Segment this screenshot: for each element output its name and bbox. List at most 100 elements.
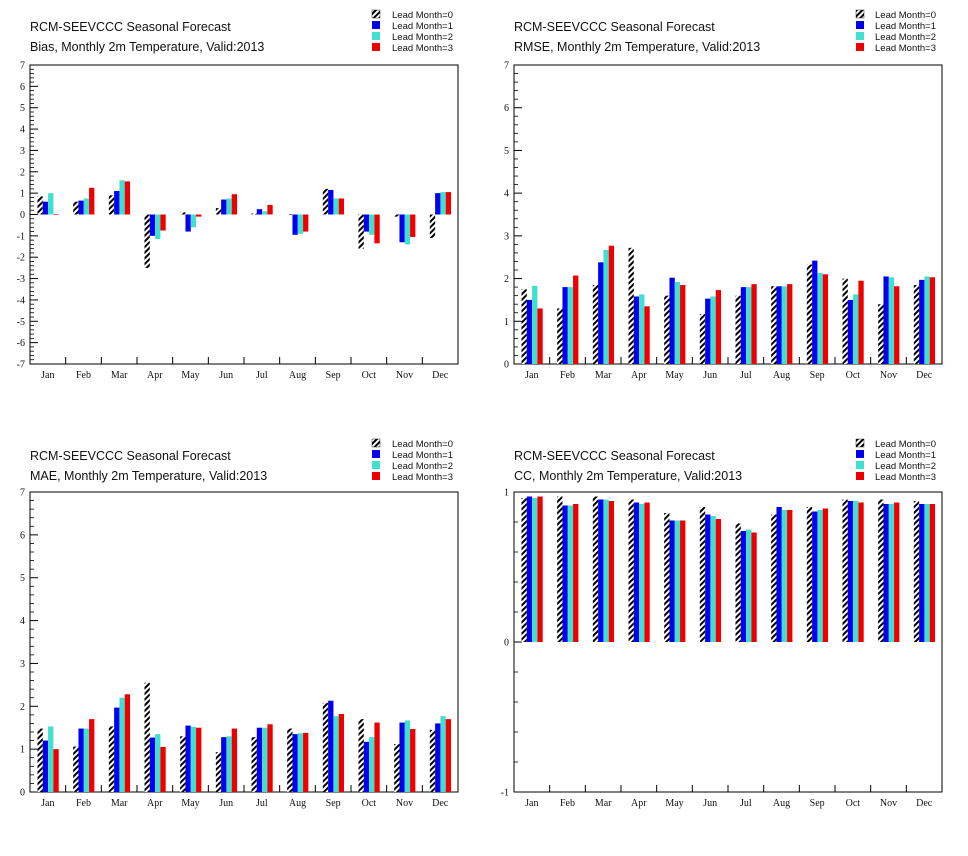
cc-bar-lead2-jul	[746, 529, 752, 642]
bias-bar-lead2-mar	[119, 180, 125, 215]
mae-plot: 0 1 2 3 4 5 6 7 Jan Feb Mar Apr May Jun Jul Aug Sep Oct No…	[20, 488, 459, 809]
mae-x-label-jun: Jun	[219, 798, 233, 809]
rmse-bar-lead3-nov	[894, 286, 900, 364]
cc-bar-lead2-nov	[888, 504, 895, 642]
bias-bar-lead1-dec	[435, 193, 441, 215]
mae-x-label-feb: Feb	[76, 798, 91, 809]
mae-bar-lead2-apr	[155, 734, 161, 792]
rmse-x-label-mar: Mar	[595, 370, 612, 381]
mae-bar-lead2-nov	[404, 720, 411, 792]
cc-bar-lead0-mar	[592, 496, 599, 642]
bias-y-tick-label: 5	[20, 103, 25, 114]
mae-y-tick-label: 7	[20, 488, 25, 499]
rmse-bar-lead0-feb	[557, 308, 563, 364]
rmse-bar-lead3-jan	[537, 308, 543, 364]
bias-bar-lead1-may	[185, 214, 191, 232]
cc-x-label-jan: Jan	[525, 798, 538, 809]
rmse-x-label-may: May	[665, 370, 683, 381]
bias-legend-label-lead3: Lead Month=3	[392, 43, 453, 54]
bias-y-tick-label: 1	[20, 189, 25, 200]
cc-bar-lead1-nov	[883, 504, 889, 642]
cc-bar-lead2-aug	[781, 510, 788, 642]
cc-bar-lead1-jan	[526, 496, 533, 642]
bias-bar-lead3-mar	[124, 181, 131, 215]
bias-y-tick-label: -1	[17, 231, 25, 242]
rmse-bar-lead0-jun	[699, 314, 706, 364]
mae-chart-title: RCM-SEEVCCC Seasonal Forecast	[30, 449, 231, 463]
mae-y-tick-label: 3	[20, 659, 25, 670]
rmse-x-label-jan: Jan	[525, 370, 538, 381]
mae-bar-lead1-sep	[328, 700, 334, 792]
mae-y-tick-label: 0	[20, 788, 25, 799]
rmse-legend-label-lead3: Lead Month=3	[875, 43, 936, 54]
rmse-y-tick-label: 6	[504, 103, 509, 114]
bias-legend-label-lead0: Lead Month=0	[392, 10, 453, 21]
cc-bar-lead1-dec	[919, 504, 925, 642]
mae-bar-lead3-sep	[338, 714, 345, 792]
bias-x-label-nov: Nov	[396, 370, 413, 381]
rmse-bar-lead0-apr	[628, 247, 634, 364]
bias-y-tick-label: 4	[20, 125, 25, 136]
mae-x-label-sep: Sep	[326, 798, 341, 809]
mae-bar-lead0-jun	[215, 752, 222, 792]
rmse-x-label-aug: Aug	[773, 370, 790, 381]
bias-x-label-jul: Jul	[256, 370, 268, 381]
rmse-legend: Lead Month=0 Lead Month=1 Lead Month=2 L…	[855, 9, 936, 54]
cc-chart-title: RCM-SEEVCCC Seasonal Forecast	[514, 449, 715, 463]
bias-x-label-dec: Dec	[432, 370, 449, 381]
rmse-bar-lead2-feb	[567, 287, 574, 364]
rmse-bar-lead3-mar	[608, 245, 615, 364]
cc-bar-lead3-jan	[537, 496, 543, 642]
cc-chart-subtitle: CC, Monthly 2m Temperature, Valid:2013	[514, 469, 742, 483]
cc-bar-lead3-sep	[822, 508, 829, 642]
bias-bar-lead0-jun	[215, 208, 222, 215]
rmse-bar-lead0-mar	[592, 284, 599, 364]
rmse-legend-swatch-lead0	[855, 9, 865, 19]
cc-bar-lead3-apr	[644, 502, 650, 642]
cc-x-label-apr: Apr	[631, 798, 647, 809]
cc-legend-swatch-lead0	[855, 438, 865, 448]
mae-bar-lead3-feb	[89, 719, 95, 792]
rmse-y-tick-label: 4	[504, 189, 509, 200]
mae-bar-lead3-aug	[303, 732, 309, 792]
bias-x-label-jan: Jan	[41, 370, 54, 381]
rmse-bar-lead3-dec	[929, 277, 936, 364]
rmse-y-tick-label: 1	[504, 317, 509, 328]
cc-y-tick-label: -1	[501, 788, 509, 799]
rmse-bar-lead2-apr	[639, 294, 645, 364]
cc-legend-label-lead0: Lead Month=0	[875, 439, 936, 450]
cc-bar-lead0-jun	[699, 507, 706, 642]
mae-bar-lead1-feb	[78, 728, 84, 792]
bias-legend-swatch-lead0	[371, 9, 381, 19]
rmse-bar-lead1-nov	[883, 276, 889, 364]
mae-x-label-may: May	[181, 798, 199, 809]
mae-bar-lead1-nov	[399, 722, 405, 792]
mae-bar-lead0-aug	[287, 728, 293, 792]
mae-bar-lead2-jan	[48, 726, 54, 792]
bias-bar-lead2-aug	[297, 214, 304, 234]
rmse-bar-lead0-jan	[521, 289, 527, 364]
cc-bar-lead3-jun	[715, 519, 722, 642]
rmse-y-tick-label: 3	[504, 231, 509, 242]
bias-legend: Lead Month=0 Lead Month=1 Lead Month=2 L…	[371, 9, 453, 54]
mae-y-tick-label: 1	[20, 745, 25, 756]
mae-legend-label-lead1: Lead Month=1	[392, 450, 453, 461]
rmse-bar-lead0-oct	[842, 278, 848, 364]
rmse-y-tick-label: 0	[504, 360, 509, 371]
bias-bar-lead0-feb	[73, 201, 79, 215]
bias-x-label-jun: Jun	[219, 370, 233, 381]
cc-bar-lead2-sep	[817, 510, 823, 642]
bias-bar-lead0-apr	[144, 214, 150, 268]
rmse-bar-lead3-oct	[858, 280, 864, 364]
rmse-bar-lead3-aug	[787, 284, 793, 364]
bias-y-tick-label: -3	[17, 274, 25, 285]
bias-y-tick-label: -5	[17, 317, 25, 328]
mae-x-label-dec: Dec	[432, 798, 449, 809]
cc-bar-lead1-apr	[633, 502, 640, 642]
bias-bar-lead3-jul	[267, 204, 273, 215]
rmse-bar-lead0-may	[664, 295, 670, 364]
mae-bar-lead3-may	[196, 727, 202, 792]
mae-y-tick-label: 2	[20, 702, 25, 713]
cc-x-label-mar: Mar	[595, 798, 612, 809]
cc-bar-lead0-dec	[913, 501, 920, 642]
